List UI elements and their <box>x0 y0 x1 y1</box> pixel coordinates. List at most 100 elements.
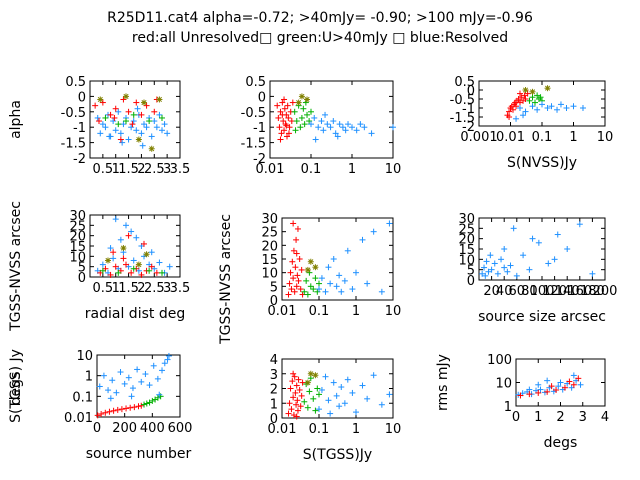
data-point-red <box>112 105 119 112</box>
x-tick-label: 2.5 <box>144 281 165 296</box>
data-point-blue <box>129 385 136 392</box>
data-point-red <box>138 271 145 278</box>
data-point-red <box>285 130 292 137</box>
y-tick-label: 20 <box>261 239 278 254</box>
data-point-blue <box>479 270 486 277</box>
data-point-olive <box>522 87 529 93</box>
data-point-green <box>298 114 305 121</box>
data-point-blue <box>120 121 127 128</box>
data-point-olive <box>304 379 311 386</box>
plot-frame <box>478 217 606 281</box>
data-point-red <box>280 118 287 125</box>
data-point-red <box>151 108 158 115</box>
data-point-red <box>275 114 282 121</box>
data-point-red <box>526 391 533 398</box>
data-point-green <box>312 275 319 282</box>
data-point-red <box>293 413 300 420</box>
data-point-blue <box>128 124 135 131</box>
data-point-blue <box>504 268 511 275</box>
data-point-red <box>570 381 577 388</box>
data-point-blue <box>498 256 505 263</box>
data-point-blue <box>386 391 393 398</box>
y-tick-label: 1 <box>504 400 512 415</box>
data-point-red <box>289 258 296 265</box>
data-point-red <box>553 386 560 393</box>
data-point-blue <box>359 236 366 243</box>
x-tick-label: 0.1 <box>532 130 553 145</box>
y-tick-label: 0 <box>258 90 266 105</box>
x-tick-label: 10 <box>385 304 402 319</box>
data-point-red <box>133 99 140 106</box>
data-point-blue <box>146 382 153 389</box>
data-point-green <box>102 114 109 121</box>
y-tick-label: 0 <box>270 412 278 427</box>
data-point-red <box>110 249 117 256</box>
data-point-blue <box>554 106 561 113</box>
data-point-red <box>516 90 523 97</box>
data-point-blue <box>516 105 523 111</box>
y-tick-label: 100 <box>487 353 512 368</box>
data-point-blue <box>130 257 137 264</box>
x-tick-label: 600 <box>168 421 193 436</box>
x-tick-label: 3 <box>163 162 171 177</box>
data-point-green <box>310 395 317 402</box>
data-point-green <box>154 394 161 401</box>
y-tick-label: 0.5 <box>65 75 86 90</box>
data-point-red <box>107 271 114 278</box>
data-point-blue <box>159 367 166 374</box>
data-point-red <box>127 404 134 411</box>
data-point-blue <box>161 121 168 128</box>
data-point-green <box>304 111 311 118</box>
y-tick-label: 10 <box>458 253 475 268</box>
data-point-blue <box>485 268 492 275</box>
data-point-blue <box>327 280 334 287</box>
x-tick-label: 0.1 <box>309 422 330 437</box>
y-tick-label: 0 <box>78 90 86 105</box>
data-point-blue <box>105 387 112 394</box>
data-point-olive <box>135 136 142 143</box>
data-point-red <box>296 386 303 393</box>
x-tick-label: 3.5 <box>170 281 191 296</box>
data-point-blue <box>557 379 564 386</box>
data-point-red <box>284 102 291 109</box>
data-point-red <box>278 130 285 137</box>
data-point-blue <box>344 247 351 254</box>
y-tick-label: 10 <box>76 349 93 364</box>
data-point-red <box>274 102 281 109</box>
data-point-blue <box>349 124 355 131</box>
data-point-blue <box>327 410 334 417</box>
data-point-blue <box>96 383 103 390</box>
data-point-blue <box>99 121 106 128</box>
data-point-green <box>123 118 129 125</box>
y-axis-label: S(TGSS) Jy <box>8 349 24 423</box>
data-point-red <box>509 106 516 113</box>
data-point-green <box>99 267 106 274</box>
data-point-blue <box>529 103 536 110</box>
data-point-green <box>130 111 137 118</box>
data-point-blue <box>156 111 163 118</box>
data-point-blue <box>142 371 149 378</box>
data-point-blue <box>143 124 150 131</box>
data-point-green <box>301 288 308 295</box>
data-point-blue <box>112 127 119 134</box>
x-tick-label: 1.5 <box>118 281 139 296</box>
data-point-blue <box>153 124 160 131</box>
data-point-blue <box>117 369 124 376</box>
y-axis-label: TGSS-NVSS arcsec <box>8 201 24 332</box>
data-point-blue <box>336 272 343 279</box>
data-point-blue <box>344 376 351 383</box>
figure-title-line2: red:all Unresolved□ green:U>40mJy □ blue… <box>132 30 508 46</box>
data-point-blue <box>481 264 488 271</box>
data-point-green <box>312 407 319 414</box>
data-point-blue <box>115 108 122 115</box>
y-tick-label: 5 <box>270 280 278 295</box>
data-point-red <box>294 407 301 414</box>
data-point-blue <box>487 252 494 259</box>
x-tick-label: 2 <box>556 410 564 425</box>
data-point-blue <box>165 352 172 359</box>
data-point-green <box>146 118 153 125</box>
x-tick-label: 0 <box>512 410 520 425</box>
plot-frame <box>269 80 394 159</box>
data-point-red <box>98 410 105 417</box>
data-point-red <box>290 370 297 377</box>
